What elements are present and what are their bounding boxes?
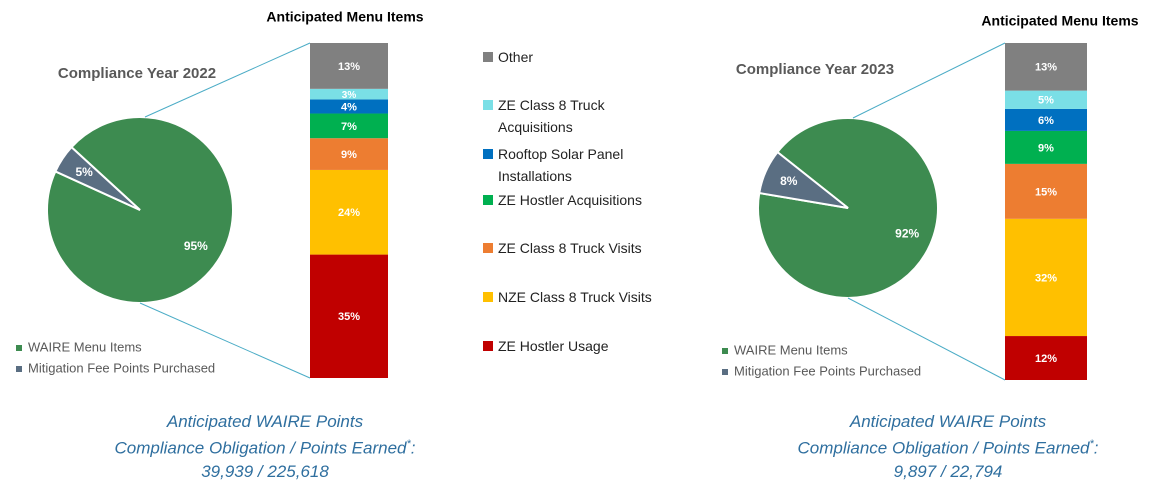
caption-label: Compliance Obligation / Points Earned	[114, 438, 407, 458]
connector	[139, 302, 311, 379]
legend-label: ZE Class 8 Truck Acquisitions	[498, 97, 605, 135]
bar-segment	[310, 88, 388, 100]
legend-item: ZE Class 8 Truck Visits	[483, 237, 668, 259]
bar-segment	[1005, 163, 1087, 219]
bar-segment	[1005, 218, 1087, 337]
caption-heading: Anticipated WAIRE Points	[849, 412, 1047, 431]
legend-swatch	[483, 292, 493, 302]
legend-item: Other	[483, 46, 668, 68]
legend-swatch	[483, 341, 493, 351]
bar-label: 9%	[341, 149, 357, 161]
caption-line: Compliance Obligation / Points Earned*:	[748, 433, 1148, 460]
caption-line: Compliance Obligation / Points Earned*:	[65, 433, 465, 460]
bar-segment	[310, 138, 388, 170]
pie-slice	[54, 145, 141, 211]
caption: Anticipated WAIRE Points Compliance Oblig…	[65, 410, 465, 483]
legend-swatch	[483, 52, 493, 62]
footnote-mark: *	[406, 438, 411, 450]
bar-segment	[310, 43, 388, 89]
bar-label: 4%	[341, 101, 357, 113]
bar-label: 3%	[342, 90, 357, 101]
connector	[144, 42, 311, 118]
legend-label: Other	[498, 49, 534, 65]
pie-label: 5%	[75, 165, 93, 179]
legend-item: ZE Hostler Usage	[483, 335, 668, 357]
pie-slice	[758, 150, 849, 209]
bar-label: 9%	[1038, 142, 1054, 154]
legend-swatch	[16, 345, 22, 351]
pie-label: 95%	[184, 239, 208, 253]
caption-figures: 39,939 / 225,618	[201, 461, 329, 481]
caption-suffix: :	[410, 438, 416, 458]
bar-label: 13%	[338, 61, 360, 73]
pie-title: Compliance Year 2022	[58, 65, 216, 82]
bar-title: Anticipated Menu Items	[981, 13, 1138, 29]
legend-label: ZE Hostler Usage	[498, 338, 609, 354]
bar-segment	[310, 99, 388, 114]
legend-swatch	[483, 195, 493, 205]
legend-swatch	[483, 100, 493, 110]
legend-swatch	[722, 348, 728, 354]
bar-label: 7%	[341, 121, 357, 133]
legend-label: WAIRE Menu Items	[28, 339, 142, 354]
connector	[847, 297, 1006, 381]
bar-segment	[310, 169, 388, 255]
pie-label: 92%	[895, 227, 919, 241]
bar-segment	[310, 113, 388, 139]
bar-label: 24%	[338, 207, 360, 219]
bar-label: 6%	[1038, 115, 1054, 127]
legend-label: WAIRE Menu Items	[734, 342, 848, 357]
bar-label: 32%	[1035, 272, 1057, 284]
bar-label: 5%	[1038, 95, 1054, 107]
legend-item: ZE Hostler Acquisitions	[483, 189, 668, 211]
bar-segment	[1005, 130, 1087, 164]
footnote-mark: *	[1089, 438, 1094, 450]
legend-label: Rooftop Solar Panel Installations	[498, 146, 624, 184]
bar-label: 12%	[1035, 353, 1057, 365]
legend-label: NZE Class 8 Truck Visits	[498, 289, 652, 305]
pie-title: Compliance Year 2023	[736, 61, 894, 78]
legend-swatch	[722, 369, 728, 375]
caption-figures: 9,897 / 22,794	[893, 461, 1003, 481]
legend-label: Mitigation Fee Points Purchased	[734, 363, 921, 378]
caption-heading: Anticipated WAIRE Points	[166, 412, 364, 431]
bar-label: 15%	[1035, 186, 1057, 198]
bar-segment	[1005, 108, 1087, 131]
legend-label: ZE Hostler Acquisitions	[498, 192, 642, 208]
bar-label: 13%	[1035, 62, 1057, 74]
caption-label: Compliance Obligation / Points Earned	[797, 438, 1090, 458]
bar-segment	[310, 254, 388, 378]
legend-item: Rooftop Solar Panel Installations	[483, 143, 668, 187]
legend-swatch	[16, 366, 22, 372]
legend-item: NZE Class 8 Truck Visits	[483, 286, 668, 308]
caption: Anticipated WAIRE Points Compliance Oblig…	[748, 410, 1148, 483]
legend-label: Mitigation Fee Points Purchased	[28, 360, 215, 375]
legend-label: ZE Class 8 Truck Visits	[498, 240, 642, 256]
pie-label: 8%	[780, 174, 798, 188]
legend-item: ZE Class 8 Truck Acquisitions	[483, 94, 668, 138]
legend-swatch	[483, 243, 493, 253]
bar-segment	[1005, 90, 1087, 109]
connector	[852, 42, 1006, 119]
caption-suffix: :	[1093, 438, 1099, 458]
legend-swatch	[483, 149, 493, 159]
bar-segment	[1005, 43, 1087, 91]
bar-label: 35%	[338, 311, 360, 323]
bar-segment	[1005, 336, 1087, 380]
bar-title: Anticipated Menu Items	[266, 9, 423, 25]
